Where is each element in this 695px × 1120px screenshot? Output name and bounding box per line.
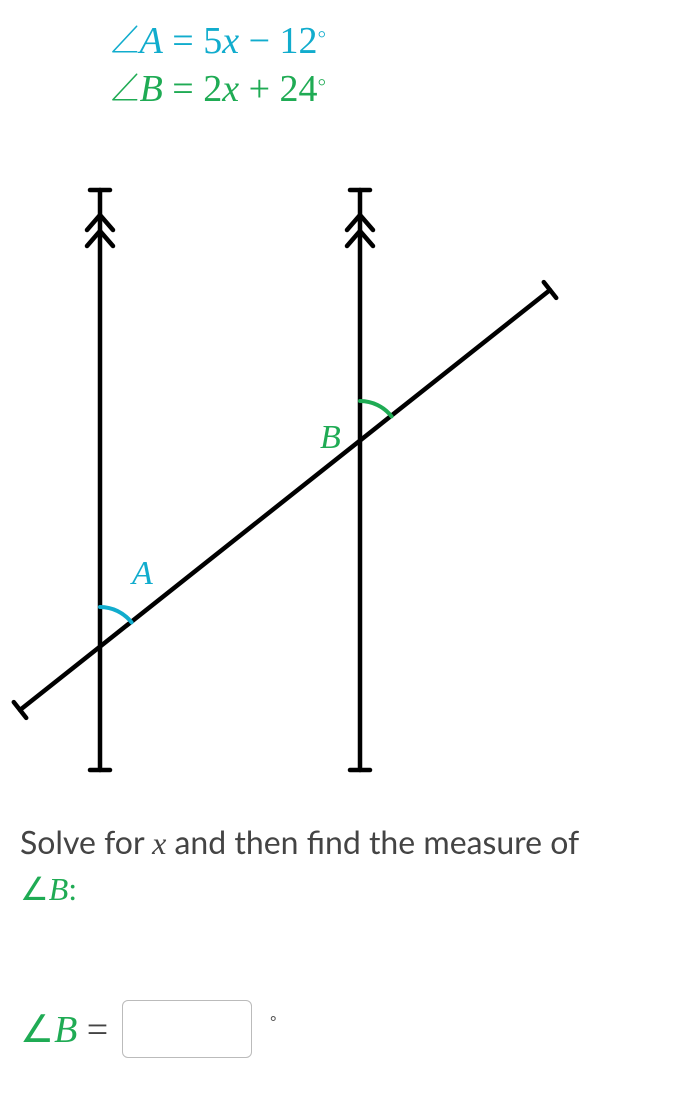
question-prompt: Solve for x and then find the measure of… — [20, 820, 675, 912]
eq-a-coef: 5 — [203, 20, 222, 62]
angle-label-a: A — [130, 555, 153, 592]
answer-lhs: ∠B = — [20, 1007, 108, 1052]
angle-label-b: B — [320, 419, 341, 456]
eq-b-coef: 2 — [203, 68, 222, 110]
geometry-diagram: AB — [0, 150, 695, 790]
eq-b-const: 24 — [280, 68, 318, 110]
answer-input[interactable] — [122, 1000, 252, 1058]
prompt-angle-label: B — [49, 871, 69, 907]
prompt-var: x — [152, 825, 166, 861]
degree-symbol: ∘ — [268, 1008, 278, 1027]
answer-row: ∠B = ∘ — [20, 1000, 278, 1058]
eq-b-op: + — [249, 68, 270, 110]
answer-angle-sym: ∠ — [20, 1009, 54, 1051]
equation-angle-a: ∠A = 5x − 12∘ — [110, 18, 326, 66]
eq-b-label: B — [140, 68, 163, 110]
angle-arc-b — [360, 401, 392, 416]
prompt-mid: and then find the measure of — [166, 822, 579, 861]
eq-a-label: A — [140, 20, 163, 62]
answer-equals: = — [87, 1009, 108, 1051]
eq-a-op: − — [249, 20, 270, 62]
eq-a-const: 12 — [280, 20, 318, 62]
prompt-before: Solve for — [20, 822, 152, 861]
prompt-after: : — [68, 871, 77, 907]
answer-angle-label: B — [54, 1009, 77, 1051]
equation-angle-b: ∠B = 2x + 24∘ — [110, 66, 326, 114]
angle-arc-a — [100, 607, 132, 622]
given-equations: ∠A = 5x − 12∘ ∠B = 2x + 24∘ — [110, 18, 326, 113]
